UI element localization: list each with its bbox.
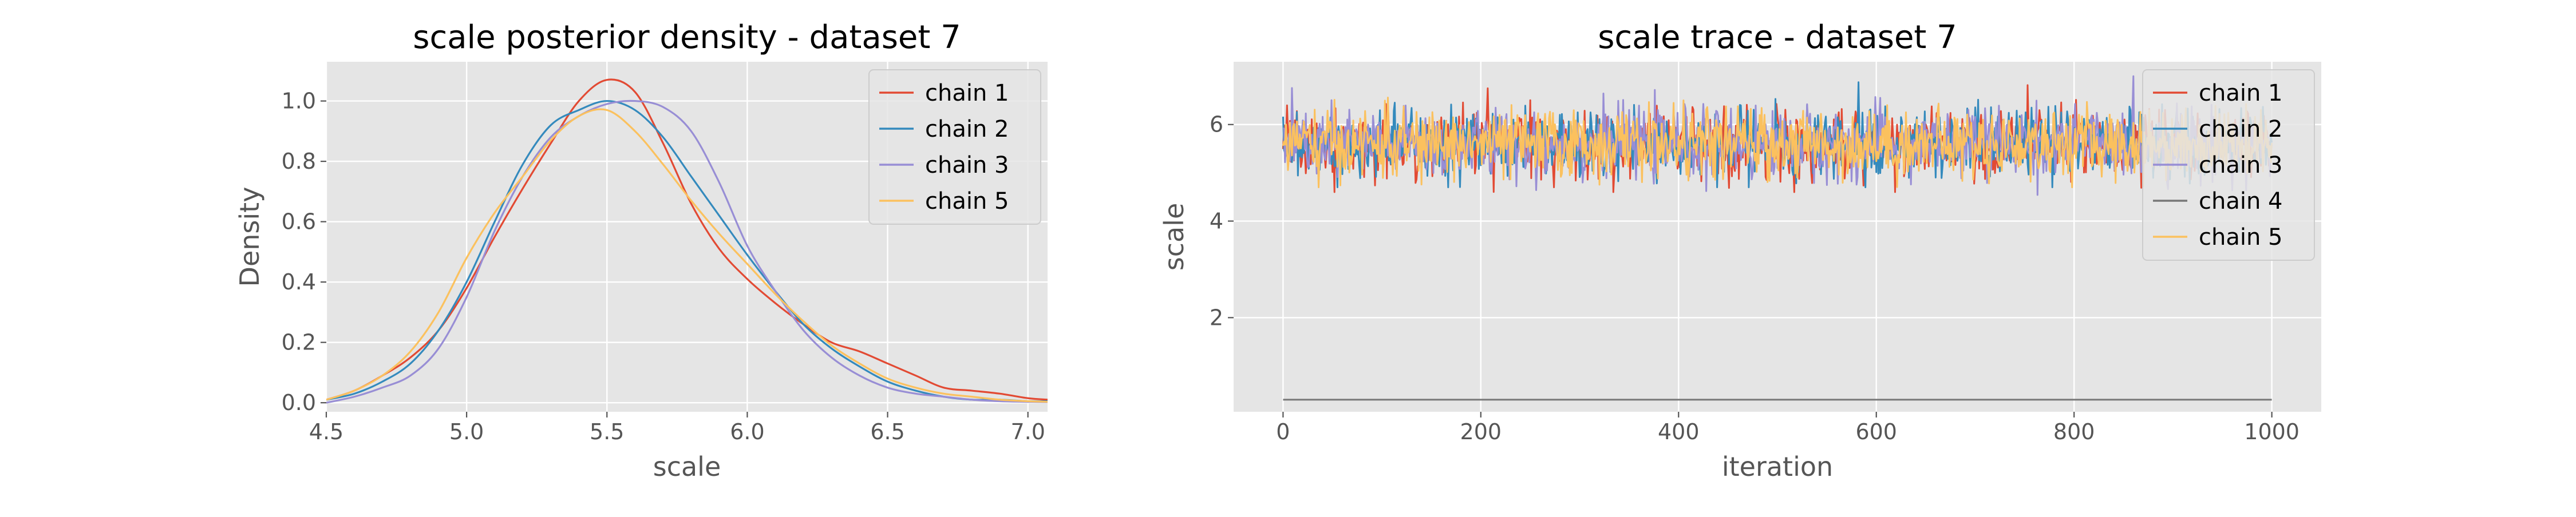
density-xlabel: scale — [653, 451, 721, 482]
density-xtick-label: 6.0 — [730, 419, 764, 444]
density-ylabel: Density — [234, 187, 265, 287]
density-legend-label: chain 1 — [925, 80, 1009, 106]
trace-legend-label: chain 5 — [2199, 224, 2282, 250]
trace-ytick-label: 4 — [1210, 209, 1223, 234]
density-xtick-label: 7.0 — [1010, 419, 1045, 444]
density-series-line-chain-2 — [326, 100, 1048, 403]
density-legend-label: chain 3 — [925, 152, 1009, 178]
trace-ytick-label: 2 — [1210, 305, 1223, 330]
density-legend-label: chain 2 — [925, 116, 1009, 142]
trace-panel: 0 200 400 600 800 1000 2 4 6 iteration scale scale … — [1159, 19, 2321, 482]
density-series-group — [326, 78, 1048, 404]
trace-series-group — [1282, 75, 2273, 401]
trace-xtick-label: 200 — [1460, 419, 1502, 444]
trace-xtick-label: 800 — [2053, 419, 2095, 444]
trace-xtick-label: 400 — [1658, 419, 1700, 444]
trace-xtick-label: 0 — [1276, 419, 1290, 444]
density-ytick-label: 1.0 — [282, 89, 316, 114]
trace-legend-label: chain 3 — [2199, 152, 2282, 178]
density-ytick-label: 0.4 — [282, 269, 316, 295]
density-ytick-label: 0.8 — [282, 149, 316, 174]
density-xtick-label: 6.5 — [870, 419, 904, 444]
trace-legend-label: chain 1 — [2199, 80, 2282, 106]
density-panel: 4.5 5.0 5.5 6.0 6.5 7.0 0.0 0.2 0.4 0.6 0.8 1.0 scal… — [234, 19, 1048, 482]
density-title: scale posterior density - dataset 7 — [413, 19, 961, 56]
trace-legend-box — [2142, 69, 2315, 261]
density-legend: chain 1 chain 2 chain 3 chain 5 — [868, 69, 1041, 225]
density-series-line-chain-3 — [326, 100, 1048, 404]
density-xtick-label: 4.5 — [309, 419, 343, 444]
density-ytick-label: 0.6 — [282, 209, 316, 234]
trace-xtick-label: 600 — [1855, 419, 1897, 444]
density-ytick-label: 0.2 — [282, 330, 316, 355]
density-legend-box — [868, 69, 1041, 225]
density-xtick-label: 5.5 — [590, 419, 624, 444]
density-xtick-label: 5.0 — [449, 419, 484, 444]
trace-xlabel: iteration — [1722, 451, 1833, 482]
density-series-line-chain-5 — [326, 108, 1048, 403]
trace-legend-label: chain 4 — [2199, 188, 2282, 214]
trace-ylabel: scale — [1159, 203, 1190, 271]
density-legend-label: chain 5 — [925, 188, 1009, 214]
trace-series-line-chain-5 — [1282, 97, 2273, 188]
trace-ytick-label: 6 — [1210, 112, 1223, 137]
trace-title: scale trace - dataset 7 — [1598, 19, 1957, 56]
density-series-line-chain-1 — [326, 78, 1048, 401]
trace-xtick-label: 1000 — [2244, 419, 2300, 444]
density-ytick-label: 0.0 — [282, 390, 316, 415]
trace-legend-label: chain 2 — [2199, 116, 2282, 142]
trace-legend: chain 1 chain 2 chain 3 chain 4 chain 5 — [2142, 69, 2315, 261]
